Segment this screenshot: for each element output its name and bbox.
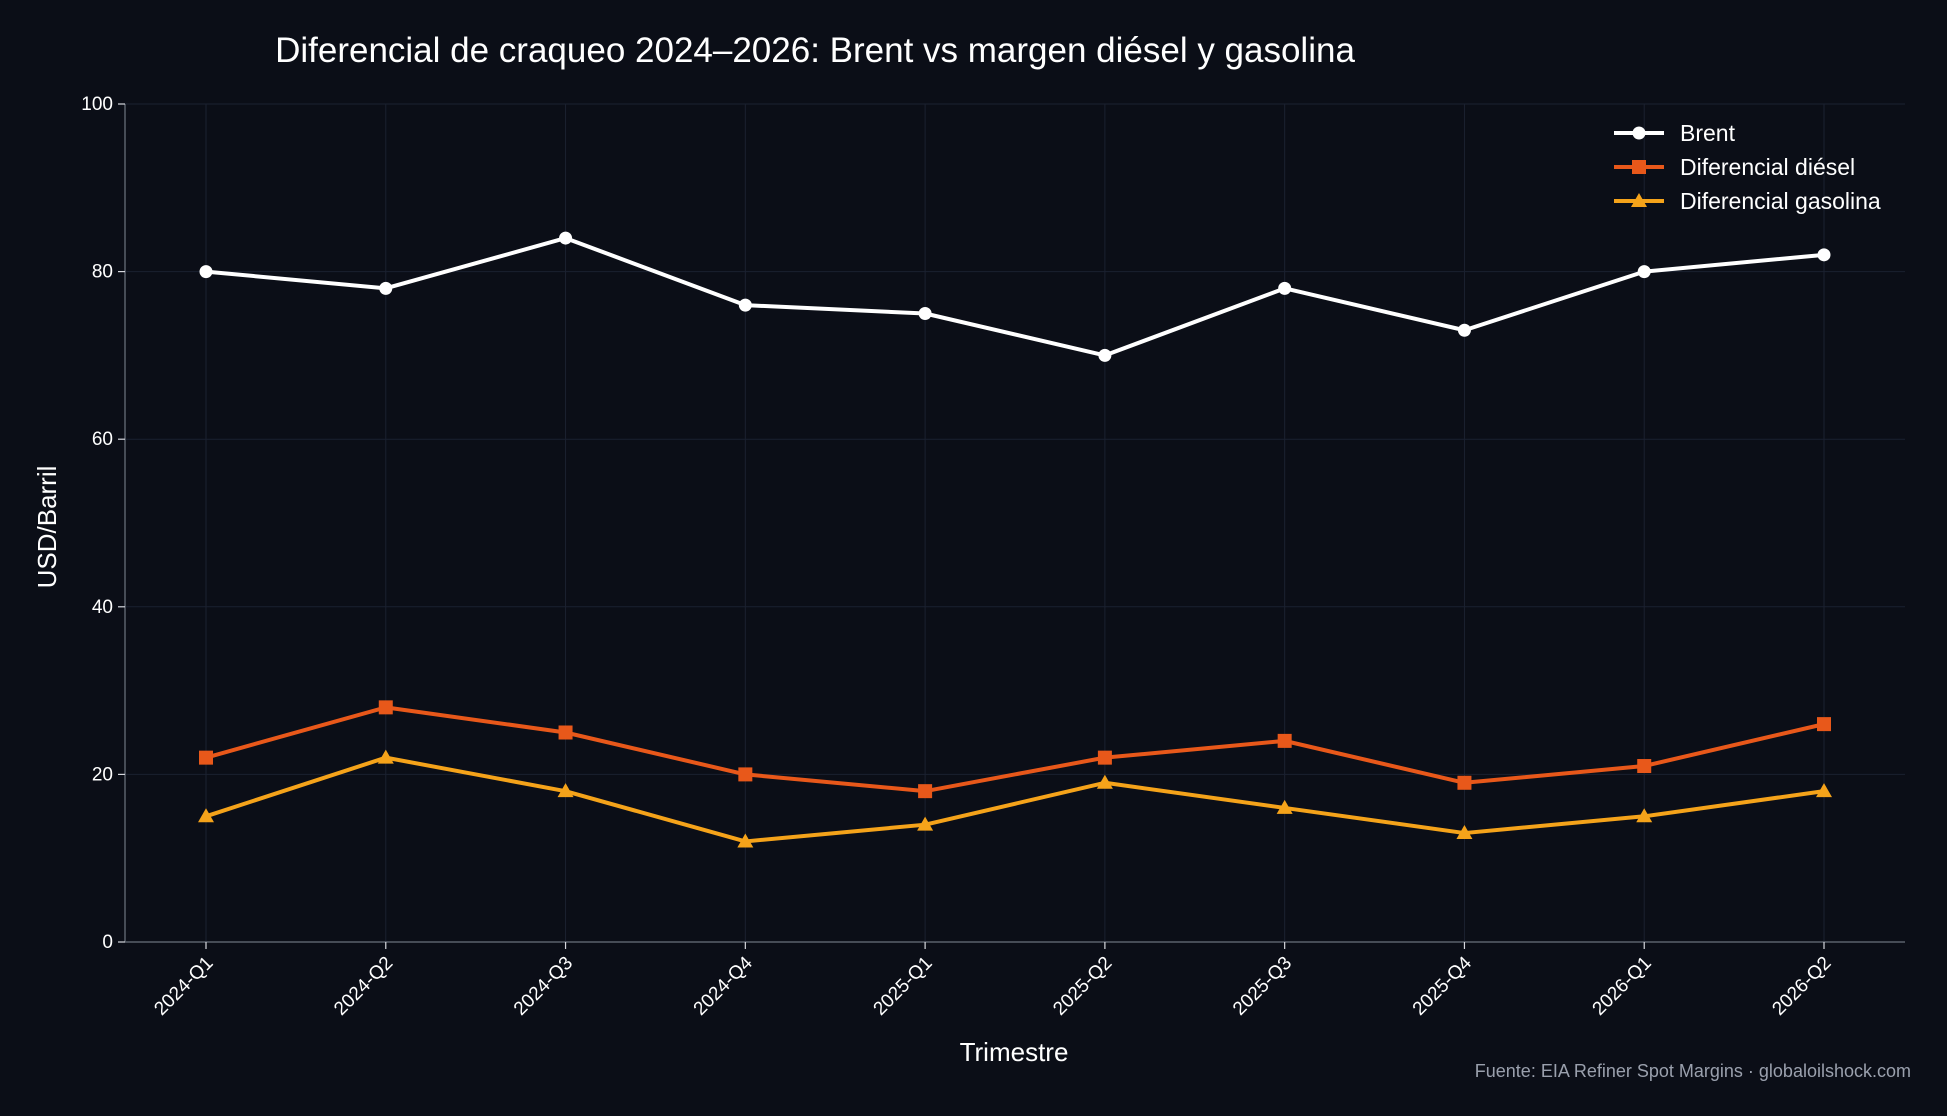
data-point-diferencial-gasolina [917,816,934,831]
data-point-brent [379,281,393,295]
data-point-diferencial-gasolina [198,808,214,823]
data-point-diferencial-gasolina [377,749,394,764]
data-point-brent [199,265,213,279]
y-tick-label: 80 [92,262,113,283]
series-brent [199,231,1831,362]
data-point-diferencial-diesel [1817,717,1831,732]
data-point-diferencial-diesel [199,750,213,765]
y-tick-label: 40 [92,597,113,618]
data-point-diferencial-gasolina [1276,799,1293,814]
y-tick-label: 20 [92,764,113,785]
data-point-brent [559,231,573,245]
data-point-brent [1637,265,1651,279]
data-point-diferencial-diesel [378,700,393,715]
y-ticks: 0 20 40 60 80 100 [81,94,125,953]
data-point-diferencial-gasolina [1816,783,1832,798]
legend: Brent Diferencial diésel Diferencial gasol… [1614,120,1881,214]
data-point-diferencial-diesel [918,784,933,799]
data-point-diferencial-diesel [1097,750,1112,765]
legend-item-brent: Brent [1614,120,1736,146]
series-line-brent [204,236,1826,358]
y-tick-label: 0 [102,932,113,953]
legend-marker [1632,160,1646,174]
data-point-brent [1817,248,1831,262]
data-point-brent [918,307,932,320]
series-diferencial-diesel [199,700,1831,799]
series-line-diferencial-diesel [204,705,1826,794]
x-axis-label: Trimestre [960,1037,1069,1067]
data-point-diferencial-gasolina [737,833,754,848]
data-point-diferencial-diesel [1277,733,1292,748]
y-tick-label: 100 [81,94,113,115]
series-layer [198,231,1832,848]
legend-label: Brent [1680,120,1736,146]
series-line-diferencial-gasolina [204,755,1826,844]
data-point-brent [1278,281,1292,295]
data-point-diferencial-diesel [738,767,753,782]
legend-marker [1631,193,1647,207]
data-point-diferencial-gasolina [1096,774,1113,789]
legend-label: Diferencial diésel [1680,154,1855,180]
data-point-diferencial-diesel [1637,759,1652,774]
legend-label: Diferencial gasolina [1680,188,1881,214]
data-point-diferencial-diesel [558,725,573,740]
axes [124,104,1905,943]
data-point-brent [1098,348,1112,362]
data-point-brent [1457,323,1471,337]
series-diferencial-gasolina [198,749,1832,848]
legend-item-diferencial-diesel: Diferencial diésel [1614,154,1855,180]
data-point-diferencial-gasolina [1636,808,1653,823]
data-point-diferencial-gasolina [1456,825,1473,840]
data-point-diferencial-diesel [1457,775,1472,790]
data-point-brent [738,298,752,312]
legend-item-diferencial-gasolina: Diferencial gasolina [1614,188,1881,214]
y-tick-label: 60 [92,429,113,450]
y-axis-label: USD/Barril [32,466,62,589]
chart-title: Diferencial de craqueo 2024–2026: Brent … [275,31,1355,70]
source-note: Fuente: EIA Refiner Spot Margins · globa… [1475,1061,1911,1081]
data-point-diferencial-gasolina [557,783,574,798]
legend-marker [1632,126,1646,140]
